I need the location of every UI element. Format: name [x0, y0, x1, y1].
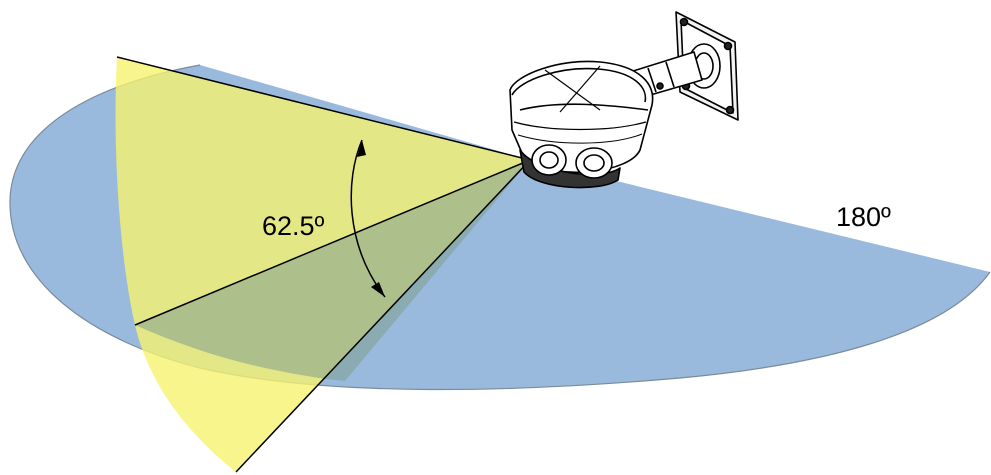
vertical-fov-bottom-edge: [235, 159, 531, 473]
overlap-area: [135, 160, 530, 381]
vertical-fov-middle-edge: [134, 159, 531, 326]
wall-mounted-dome-camera-icon: [509, 11, 739, 189]
horizontal-angle-label: 180º: [836, 202, 891, 232]
vertical-fov-top-edge: [116, 56, 531, 161]
double-headed-curved-arrow-icon: [350, 139, 386, 298]
vertical-angle-label: 62.5º: [262, 211, 325, 241]
